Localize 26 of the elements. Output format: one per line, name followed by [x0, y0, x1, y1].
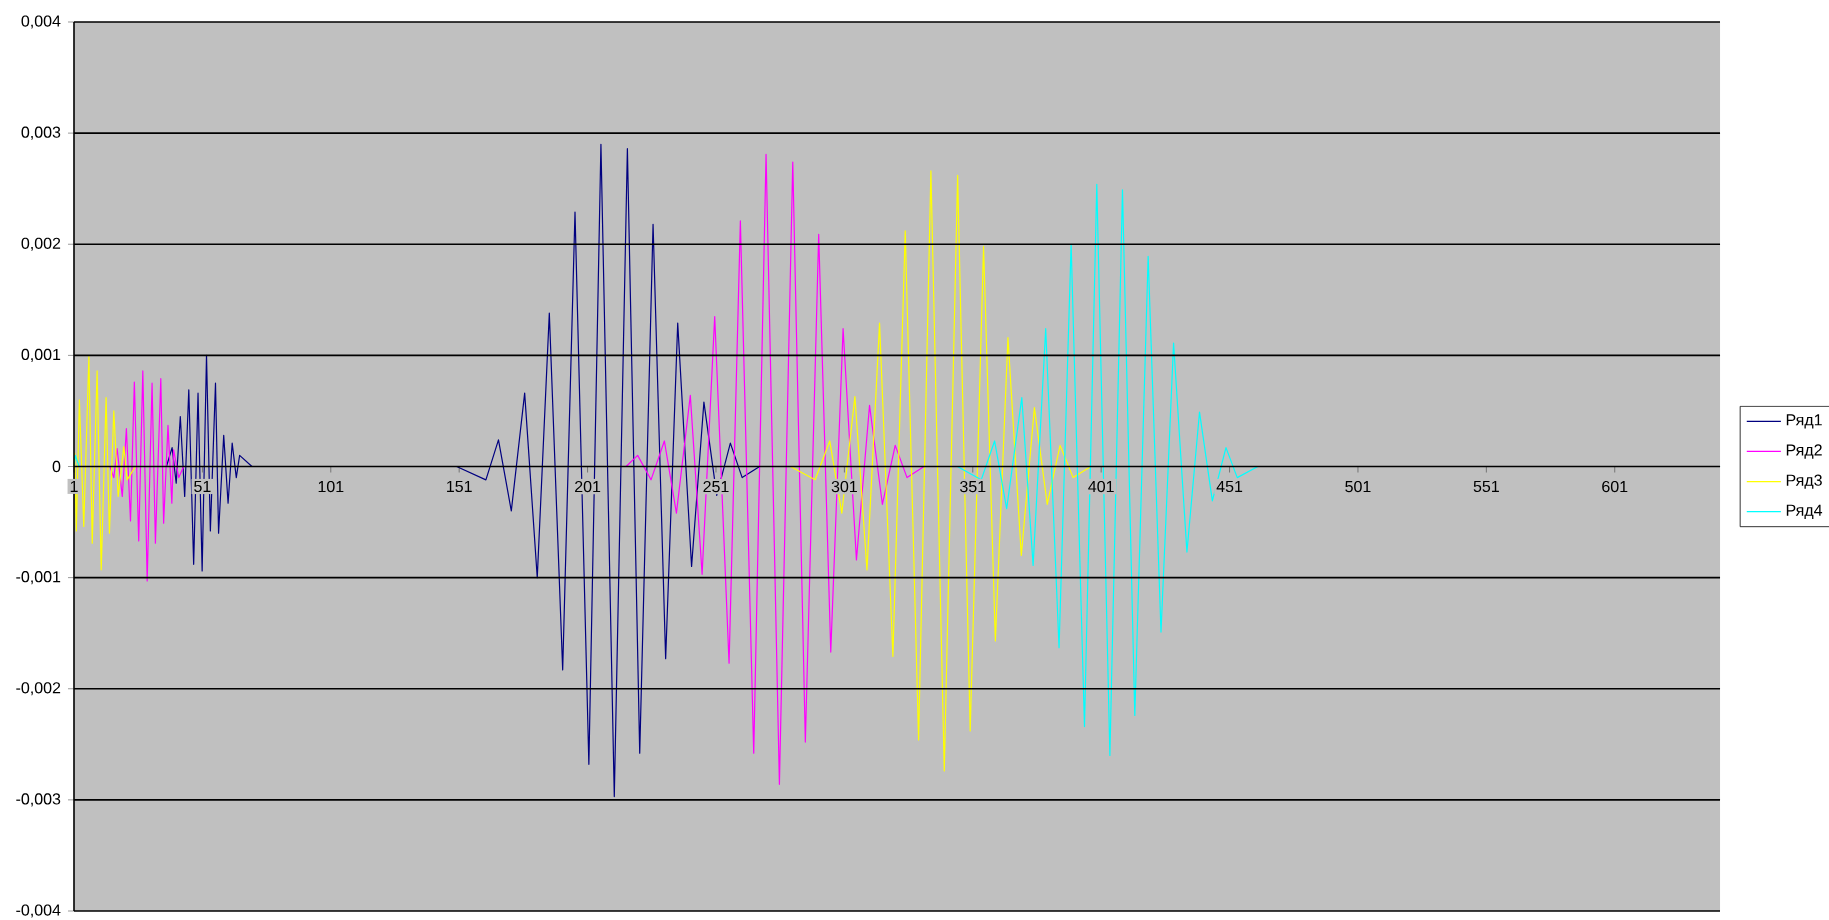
x-tick-label: 201	[575, 480, 601, 493]
x-tick-label: 251	[703, 480, 729, 493]
x-tick-label: 451	[1216, 480, 1243, 493]
x-tick-label: 551	[1473, 480, 1499, 493]
x-tick-label: 301	[831, 480, 857, 493]
legend-label: Ряд2	[1786, 444, 1822, 459]
y-tick-label: 0	[52, 460, 61, 473]
legend-label: Ряд3	[1786, 474, 1822, 489]
x-tick-label: 601	[1602, 480, 1628, 493]
y-tick-label: -0,004	[16, 904, 61, 918]
legend-label: Ряд1	[1786, 414, 1822, 429]
y-tick-label: -0,003	[16, 793, 61, 807]
y-tick-label: -0,001	[16, 571, 61, 585]
y-tick-label: 0,003	[21, 126, 61, 140]
y-tick-label: 0,004	[21, 15, 61, 29]
y-tick-label: 0,001	[21, 348, 61, 362]
x-tick-label: 401	[1088, 480, 1114, 493]
x-tick-label: 101	[318, 480, 344, 493]
y-tick-label: 0,002	[21, 237, 61, 251]
x-tick-label: 51	[194, 480, 211, 493]
legend-label: Ряд4	[1786, 504, 1823, 519]
x-tick-label: 1	[70, 480, 78, 492]
x-tick-label: 351	[960, 480, 986, 493]
x-tick-label: 151	[447, 480, 472, 493]
y-tick-label: -0,002	[16, 682, 61, 696]
x-tick-label: 501	[1345, 480, 1371, 493]
